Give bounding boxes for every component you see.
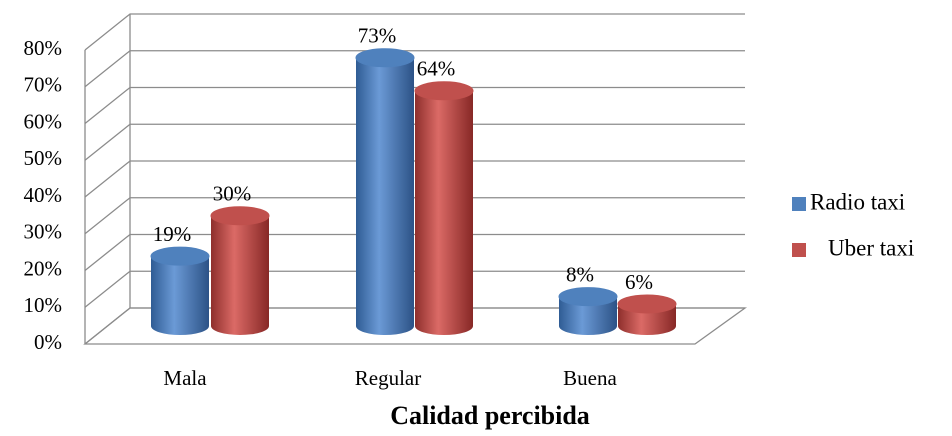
bar-top bbox=[558, 287, 618, 307]
legend-swatch bbox=[792, 243, 806, 257]
bar bbox=[559, 296, 617, 335]
cylinder bbox=[558, 287, 618, 335]
grid-line bbox=[84, 86, 745, 125]
y-tick-label: 60% bbox=[24, 109, 63, 133]
grid-line bbox=[84, 13, 745, 51]
cylinder bbox=[355, 48, 415, 335]
y-tick-label: 80% bbox=[24, 36, 63, 60]
y-tick-label: 10% bbox=[24, 293, 63, 317]
x-tick-label: Mala bbox=[163, 366, 207, 390]
cylinder bbox=[414, 81, 474, 335]
y-tick-label: 50% bbox=[24, 146, 63, 170]
grid-line bbox=[84, 160, 745, 198]
legend-label: Radio taxi bbox=[810, 189, 905, 214]
grid-line bbox=[84, 197, 745, 235]
legend-swatch bbox=[792, 197, 806, 211]
bar-top bbox=[150, 246, 210, 266]
value-label: 64% bbox=[417, 57, 456, 81]
bar-top bbox=[355, 48, 415, 68]
y-tick-label: 70% bbox=[24, 73, 63, 97]
bar bbox=[211, 215, 269, 335]
value-label: 73% bbox=[358, 24, 397, 48]
grid-line bbox=[84, 270, 745, 308]
cylinder bbox=[210, 206, 270, 335]
x-tick-label: Regular bbox=[355, 366, 421, 390]
cylinder bbox=[617, 294, 677, 335]
x-tick-label: Buena bbox=[563, 366, 617, 390]
bar-top bbox=[414, 81, 474, 101]
value-label: 30% bbox=[213, 182, 252, 206]
y-tick-label: 20% bbox=[24, 256, 63, 280]
value-label: 6% bbox=[625, 270, 653, 294]
bar bbox=[356, 57, 414, 335]
x-axis-title: Calidad percibida bbox=[390, 401, 590, 430]
grid-line bbox=[84, 123, 745, 161]
bar-top bbox=[617, 294, 677, 314]
cylinder bbox=[150, 246, 210, 335]
value-label: 8% bbox=[566, 262, 594, 286]
legend-label: Uber taxi bbox=[828, 235, 914, 260]
bar bbox=[415, 90, 473, 335]
y-tick-label: 30% bbox=[24, 220, 63, 244]
value-label: 19% bbox=[153, 222, 192, 246]
grid-line bbox=[84, 307, 745, 345]
y-tick-label: 0% bbox=[34, 330, 62, 354]
y-tick-label: 40% bbox=[24, 183, 63, 207]
bar bbox=[151, 256, 209, 335]
grid-line bbox=[84, 50, 745, 88]
bar-top bbox=[210, 206, 270, 226]
grid-line bbox=[84, 233, 745, 272]
